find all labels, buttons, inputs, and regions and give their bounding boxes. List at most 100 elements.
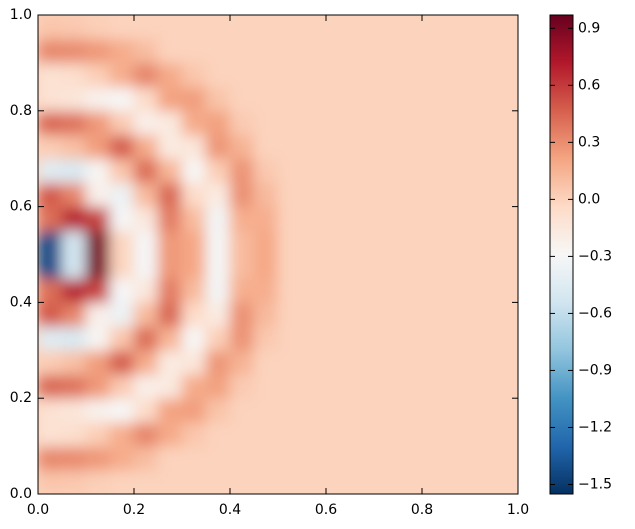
heatmap-cell xyxy=(421,254,447,279)
heatmap-cell xyxy=(373,277,399,303)
heatmap-cell xyxy=(205,421,231,447)
heatmap-cell xyxy=(397,277,423,303)
heatmap-cell xyxy=(205,373,231,399)
heatmap-cell xyxy=(61,301,87,327)
heatmap-cell xyxy=(109,469,135,494)
heatmap-cell xyxy=(277,469,303,494)
heatmap-cell xyxy=(301,421,327,447)
heatmap-cell xyxy=(85,134,111,160)
heatmap-cell xyxy=(493,397,518,423)
heatmap-cell xyxy=(85,15,111,40)
heatmap-cell xyxy=(229,373,255,399)
heatmap-cell xyxy=(61,349,87,375)
heatmap-cell xyxy=(493,421,518,447)
heatmap-cell xyxy=(38,230,63,255)
heatmap-cell xyxy=(181,15,207,40)
heatmap-cell xyxy=(181,421,207,447)
heatmap-cell xyxy=(373,349,399,375)
heatmap-cell xyxy=(85,325,111,351)
heatmap-cell xyxy=(157,134,183,160)
heatmap-cell xyxy=(397,38,423,64)
heatmap-cell xyxy=(277,110,303,136)
heatmap-cell xyxy=(253,62,279,88)
heatmap-cell xyxy=(469,158,495,184)
heatmap-cell xyxy=(157,62,183,88)
heatmap-cell xyxy=(229,158,255,184)
heatmap-cell xyxy=(38,421,63,447)
heatmap-cell xyxy=(397,158,423,184)
x-tick-label: 0.4 xyxy=(219,502,241,518)
heatmap-cell xyxy=(61,445,87,471)
heatmap-cell xyxy=(469,230,495,255)
colorbar-tick-label: −0.6 xyxy=(578,305,612,321)
heatmap-cell xyxy=(349,277,375,303)
heatmap-cell xyxy=(157,445,183,471)
heatmap-cell xyxy=(109,277,135,303)
y-tick-label: 1.0 xyxy=(10,7,32,23)
heatmap-cell xyxy=(133,325,159,351)
heatmap-cell xyxy=(253,349,279,375)
heatmap-cell xyxy=(493,158,518,184)
heatmap-cell xyxy=(469,182,495,208)
heatmap-cell xyxy=(373,158,399,184)
heatmap-cell xyxy=(445,373,471,399)
heatmap-cell xyxy=(349,182,375,208)
heatmap-cell xyxy=(445,349,471,375)
heatmap-cell xyxy=(109,254,135,279)
heatmap-cell xyxy=(469,301,495,327)
heatmap-cell xyxy=(301,277,327,303)
heatmap-cell xyxy=(373,397,399,423)
heatmap-cell xyxy=(493,206,518,232)
heatmap-cell xyxy=(373,110,399,136)
heatmap-cell xyxy=(445,277,471,303)
y-tick-label: 0.4 xyxy=(10,294,32,310)
heatmap-cell xyxy=(229,349,255,375)
heatmap-cell xyxy=(109,15,135,40)
heatmap-cell xyxy=(181,38,207,64)
heatmap-cell xyxy=(181,62,207,88)
heatmap-cell xyxy=(349,445,375,471)
heatmap-cell xyxy=(205,134,231,160)
heatmap-cell xyxy=(445,182,471,208)
heatmap-cell xyxy=(421,301,447,327)
heatmap-cell xyxy=(421,349,447,375)
heatmap-cell xyxy=(61,110,87,136)
heatmap-cell xyxy=(493,301,518,327)
heatmap-cell xyxy=(181,349,207,375)
heatmap-cell xyxy=(109,230,135,255)
heatmap-cell xyxy=(349,206,375,232)
heatmap-cell xyxy=(277,349,303,375)
heatmap-cell xyxy=(301,445,327,471)
heatmap-cell xyxy=(277,254,303,279)
x-tick-label: 0.2 xyxy=(123,502,145,518)
heatmap-cell xyxy=(493,277,518,303)
heatmap-cell xyxy=(277,421,303,447)
heatmap-cell xyxy=(469,349,495,375)
heatmap-cell xyxy=(277,38,303,64)
heatmap-cell xyxy=(469,469,495,494)
colorbar-tick-label: 0.3 xyxy=(578,134,600,150)
heatmap-cell xyxy=(469,325,495,351)
heatmap-cell xyxy=(421,397,447,423)
heatmap-cell xyxy=(445,325,471,351)
heatmap-cell xyxy=(421,373,447,399)
heatmap-cell xyxy=(445,230,471,255)
heatmap-cell xyxy=(229,325,255,351)
heatmap-cell xyxy=(325,349,351,375)
heatmap-cell xyxy=(205,182,231,208)
heatmap-cell xyxy=(253,15,279,40)
heatmap-cell xyxy=(397,15,423,40)
heatmap-cell xyxy=(253,38,279,64)
heatmap-cell xyxy=(349,421,375,447)
heatmap-cell xyxy=(445,15,471,40)
heatmap-cell xyxy=(277,301,303,327)
heatmap-cell xyxy=(445,38,471,64)
heatmap-cell xyxy=(445,397,471,423)
heatmap-cell xyxy=(469,277,495,303)
heatmap-cell xyxy=(181,158,207,184)
heatmap-cell xyxy=(133,469,159,494)
heatmap-cell xyxy=(325,38,351,64)
heatmap-cell xyxy=(277,62,303,88)
heatmap-cell xyxy=(181,230,207,255)
heatmap-cell xyxy=(493,182,518,208)
